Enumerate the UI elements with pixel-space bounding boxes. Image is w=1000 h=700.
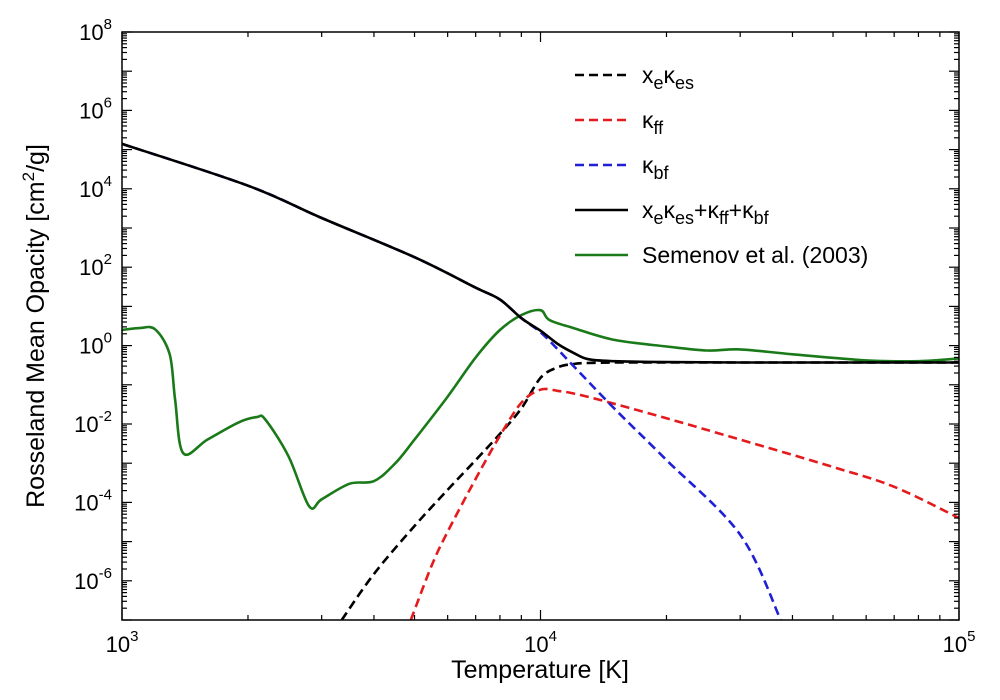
y-tick-label: 102 [79,251,112,280]
y-tick-label: 10-6 [74,565,112,594]
tick-labels: 103 104 105 10-6 10-4 10-2 100 102 104 106 108 [74,16,975,657]
y-tick-label: 100 [79,330,112,359]
legend-label-2: κbf [642,152,670,183]
y-tick-label: 10-2 [74,408,112,437]
legend-label-0: xeκes [642,62,694,93]
y-tick-label: 104 [79,173,112,202]
series-line-4 [122,308,959,510]
plot-frame [121,31,960,621]
x-tick-label: 104 [524,628,557,657]
x-tick-label: 103 [106,628,139,657]
ticks-layer [121,31,960,621]
legend-label-1: κff [642,107,664,138]
legend: xeκes κff κbf xeκes+κff+κbf Semenov et al. (… [575,62,868,268]
y-tick-label: 108 [79,16,112,45]
series-line-3 [122,142,959,364]
x-tick-label: 105 [943,628,976,657]
legend-label-3: xeκes+κff+κbf [642,197,770,228]
legend-label-4: Semenov et al. (2003) [642,242,868,268]
y-axis-label: Rosseland Mean Opacity [cm2/g] [19,144,50,508]
series-layer [122,142,959,620]
series-line-1 [409,387,959,620]
x-axis-label: Temperature [K] [451,656,629,684]
y-tick-label: 106 [79,94,112,123]
y-tick-label: 10-4 [74,486,112,515]
